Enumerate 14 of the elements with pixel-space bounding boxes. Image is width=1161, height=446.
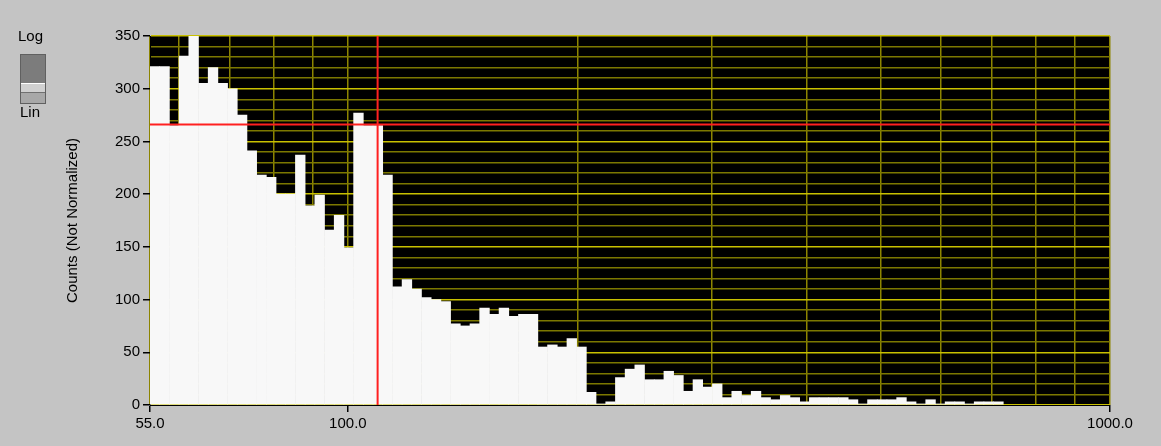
text: Lin — [20, 103, 41, 120]
y-tick-label: 350 — [114, 26, 140, 44]
y-tick-label: 250 — [114, 131, 140, 149]
y-tick-label: 150 — [114, 237, 140, 254]
y-tick-label: 50 — [123, 342, 140, 360]
x-tick-label: 100.0 — [329, 414, 367, 432]
y-tick-label: 0 — [131, 395, 140, 413]
y-tick-label: 200 — [114, 184, 140, 202]
y-tick-label: 300 — [114, 78, 140, 96]
x-tick-label: 55.0 — [135, 414, 165, 432]
y-tick-label: 100 — [114, 289, 140, 307]
x-tick-label: 1000.0 — [1087, 414, 1133, 432]
y-axis-title: Counts (Not Normalized) — [63, 137, 81, 304]
text: Log — [18, 27, 44, 44]
